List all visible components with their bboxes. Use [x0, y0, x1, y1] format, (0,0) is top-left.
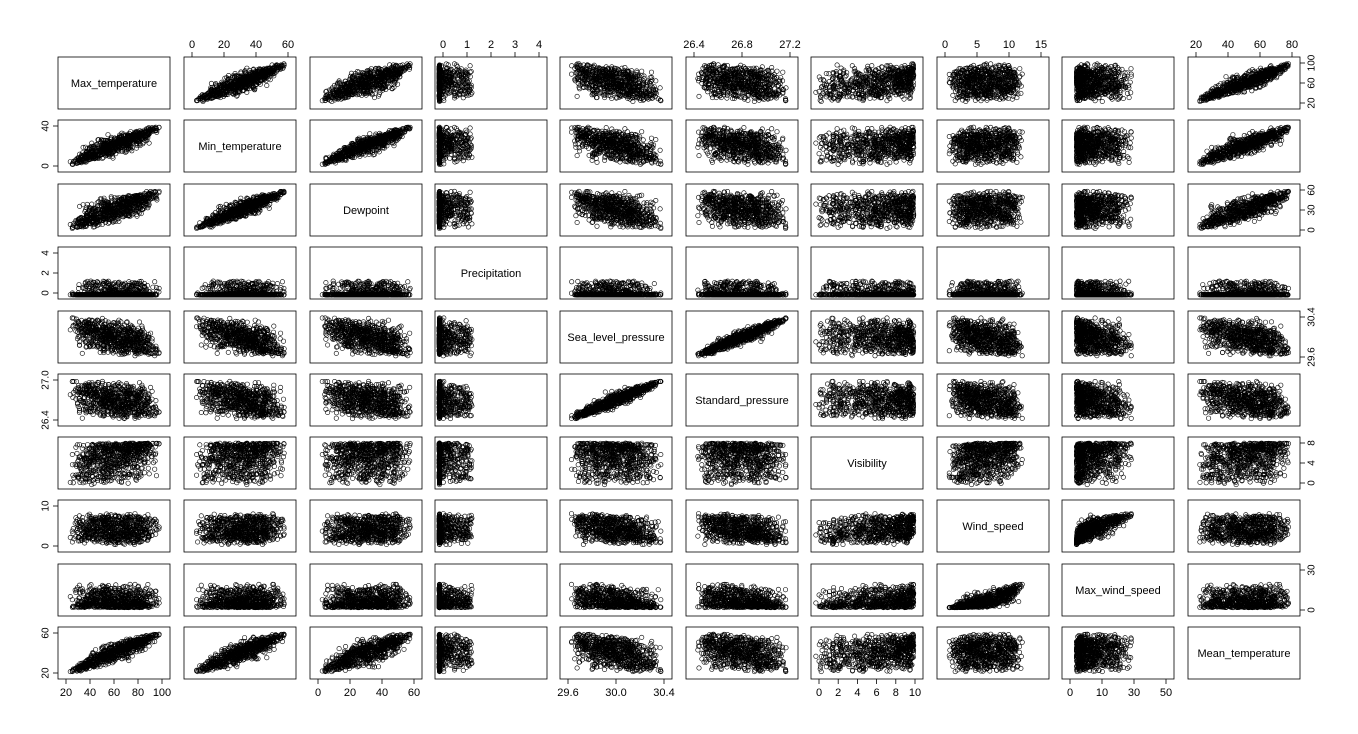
panel-grid: Max_temperatureMin_temperatureDewpointPr… — [58, 57, 1300, 679]
scatter-points — [320, 62, 412, 104]
variable-label: Max_temperature — [71, 78, 157, 90]
data-point — [209, 81, 213, 85]
scatter-points — [194, 62, 286, 104]
data-point — [265, 83, 269, 87]
